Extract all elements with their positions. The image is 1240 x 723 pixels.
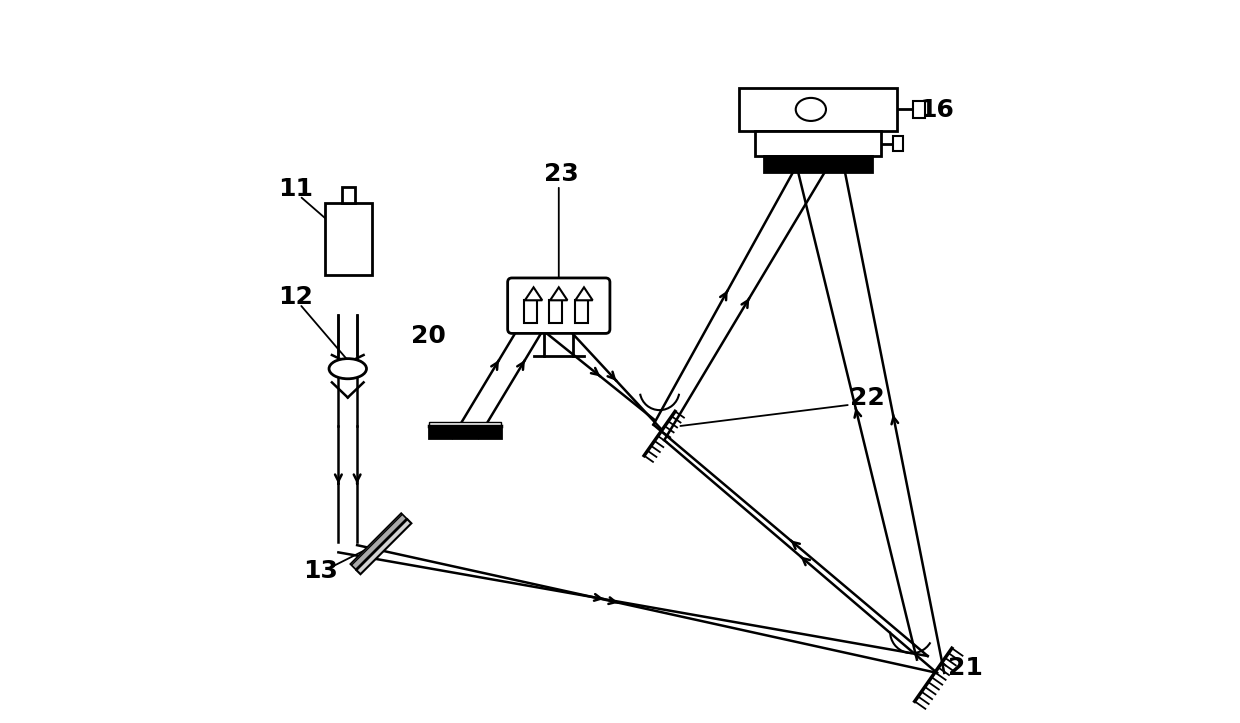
Text: 12: 12 (278, 285, 312, 309)
Text: 22: 22 (851, 385, 885, 410)
Text: 16: 16 (919, 98, 954, 121)
Bar (893, 137, 903, 151)
Bar (755, 131, 882, 156)
Text: 13: 13 (303, 559, 339, 583)
Polygon shape (350, 513, 407, 570)
Bar (764, 156, 872, 172)
Bar (739, 87, 898, 131)
Bar (913, 100, 925, 118)
Ellipse shape (329, 359, 367, 379)
Polygon shape (525, 287, 542, 300)
Bar (429, 422, 501, 427)
Bar (325, 203, 372, 275)
Bar (574, 300, 588, 323)
Text: 21: 21 (947, 656, 982, 680)
Text: 23: 23 (544, 163, 579, 187)
Ellipse shape (796, 98, 826, 121)
Bar (342, 187, 355, 203)
Bar (549, 300, 563, 323)
Text: 20: 20 (412, 325, 446, 348)
Text: 11: 11 (278, 177, 312, 201)
Polygon shape (551, 287, 568, 300)
Bar (525, 300, 537, 323)
Polygon shape (356, 519, 412, 574)
Polygon shape (575, 287, 593, 300)
Bar (429, 427, 501, 438)
FancyBboxPatch shape (507, 278, 610, 333)
